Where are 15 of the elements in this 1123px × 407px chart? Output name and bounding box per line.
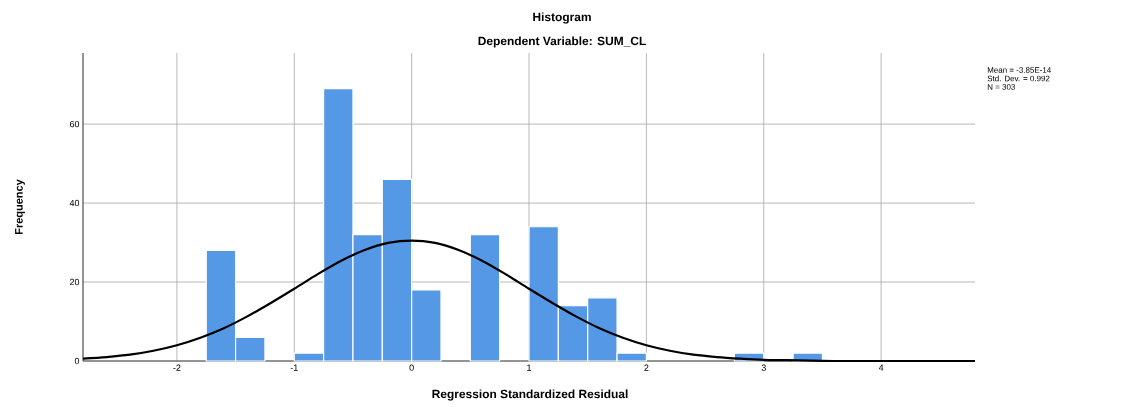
x-axis-title: Regression Standardized Residual bbox=[432, 389, 628, 401]
x-tick-label: 2 bbox=[644, 364, 649, 371]
y-tick-label: 20 bbox=[69, 278, 80, 286]
y-tick-label: 60 bbox=[69, 120, 80, 128]
x-tick-label: 0 bbox=[409, 364, 414, 371]
x-tick-label: 1 bbox=[527, 364, 532, 371]
chart-title: Histogram bbox=[533, 12, 591, 24]
x-tick-label: 4 bbox=[878, 364, 884, 371]
x-tick-label: 3 bbox=[761, 364, 766, 371]
x-tick-label: -2 bbox=[173, 364, 181, 371]
x-tick-label: -1 bbox=[290, 364, 298, 371]
chart-subtitle: Dependent Variable: SUM_CL bbox=[478, 36, 646, 48]
y-tick-label: 40 bbox=[69, 199, 80, 207]
y-tick-label: 0 bbox=[74, 357, 80, 365]
y-axis-title: Frequency bbox=[15, 179, 25, 234]
